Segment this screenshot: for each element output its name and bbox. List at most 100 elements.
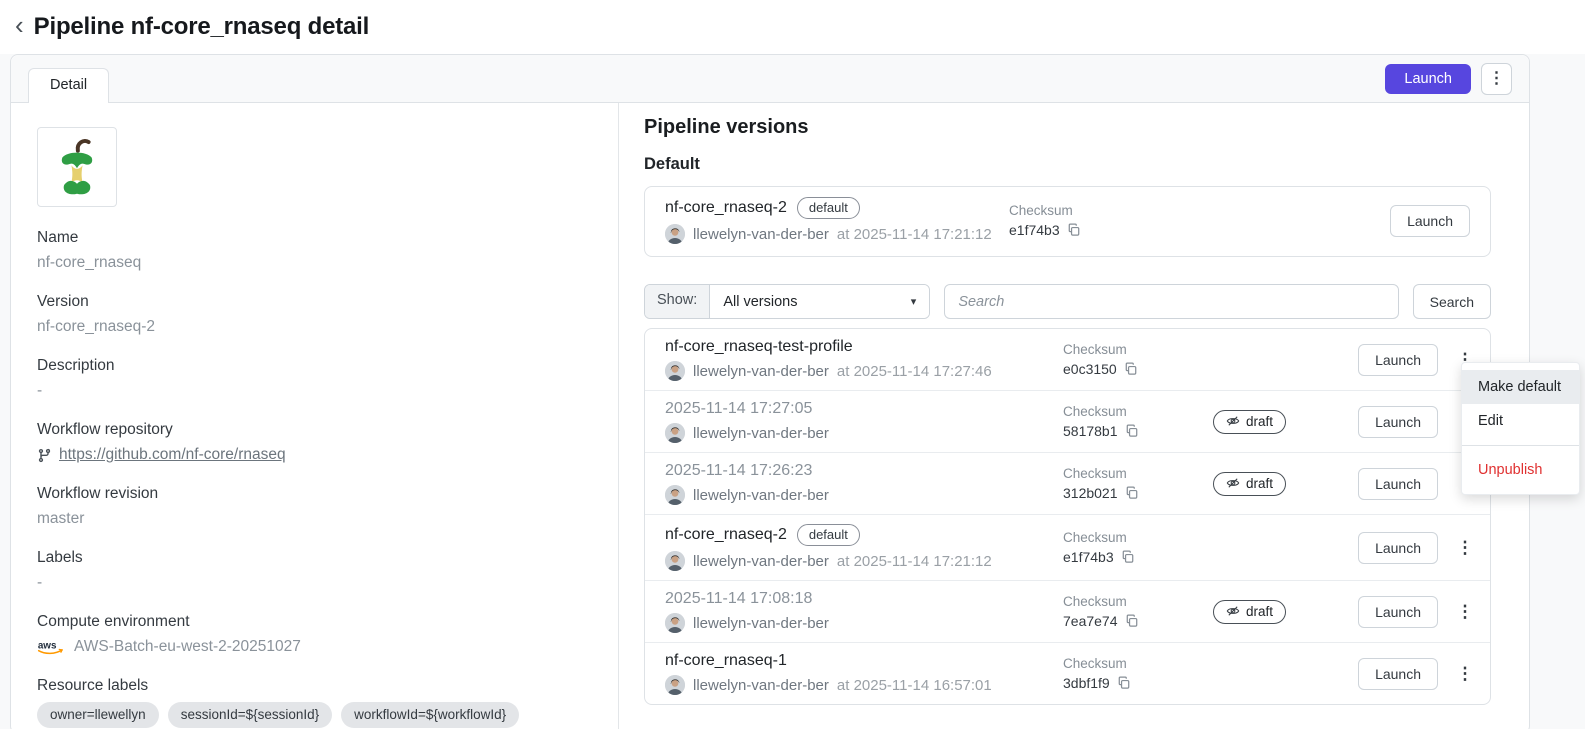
checksum-value: e1f74b3: [1009, 222, 1060, 238]
svg-text:aws: aws: [38, 641, 57, 652]
draft-badge: draft: [1213, 599, 1287, 624]
field-label: Workflow repository: [37, 421, 173, 438]
launch-version-button[interactable]: Launch: [1358, 595, 1438, 628]
aws-logo-icon: aws: [38, 641, 63, 655]
version-row: 2025-11-14 17:27:05 llewelyn-van-der-ber…: [645, 390, 1490, 452]
field-resource-labels: Resource labels owner=llewellyn sessionI…: [37, 677, 592, 728]
card-body: Name nf-core_rnaseq Version nf-core_rnas…: [11, 103, 1529, 729]
version-title: 2025-11-14 17:27:05: [665, 400, 813, 417]
eye-off-icon: [1226, 478, 1240, 488]
launch-version-button[interactable]: Launch: [1390, 204, 1470, 237]
avatar: [665, 675, 685, 695]
copy-checksum-icon[interactable]: [1124, 362, 1138, 376]
menu-item-edit[interactable]: Edit: [1478, 413, 1503, 429]
search-button[interactable]: Search: [1412, 284, 1491, 319]
search-input[interactable]: [944, 284, 1399, 319]
checksum-label: Checksum: [1063, 466, 1127, 481]
launch-button[interactable]: Launch: [1385, 64, 1471, 94]
menu-item-unpublish[interactable]: Unpublish: [1478, 462, 1543, 478]
copy-checksum-icon[interactable]: [1125, 614, 1139, 628]
default-section-heading: Default: [644, 155, 700, 173]
row-more-options-button[interactable]: ⋮: [1450, 603, 1480, 620]
tab-detail[interactable]: Detail: [28, 68, 110, 103]
checksum-value: 3dbf1f9: [1063, 675, 1110, 691]
copy-checksum-icon[interactable]: [1121, 550, 1135, 564]
field-label: Compute environment: [37, 613, 190, 630]
checksum-label: Checksum: [1063, 404, 1127, 419]
field-workflow-revision: Workflow revision master: [37, 485, 592, 528]
field-version: Version nf-core_rnaseq-2: [37, 293, 592, 336]
field-description: Description -: [37, 357, 592, 400]
selected-filter-value: All versions: [723, 293, 798, 310]
back-icon[interactable]: ‹: [15, 10, 24, 40]
field-workflow-repository: Workflow repository https://github.com/n…: [37, 421, 592, 464]
field-value: master: [37, 510, 85, 527]
version-timestamp: at 2025-11-14 16:57:01: [836, 676, 992, 694]
launch-version-button[interactable]: Launch: [1358, 343, 1438, 376]
default-badge: default: [796, 524, 860, 546]
field-value: -: [37, 574, 43, 591]
checksum-label: Checksum: [1063, 342, 1127, 357]
pipeline-versions-panel: Pipeline versions Default nf-core_rnaseq…: [619, 103, 1529, 729]
detail-card: Detail Launch ⋮ Name n: [10, 54, 1530, 729]
version-timestamp: at 2025-11-14 17:27:46: [836, 362, 992, 380]
field-label: Description: [37, 357, 115, 374]
author-name: llewelyn-van-der-ber: [693, 225, 829, 243]
version-row: nf-core_rnaseq-test-profile llewelyn-van…: [645, 329, 1490, 390]
nf-core-apple-logo-icon: [61, 139, 93, 195]
eye-off-icon: [1226, 606, 1240, 616]
field-label: Labels: [37, 549, 83, 566]
workflow-repository-link[interactable]: https://github.com/nf-core/rnaseq: [59, 446, 286, 463]
avatar: [665, 551, 685, 571]
version-context-menu: Make default Edit Unpublish: [1461, 362, 1580, 495]
version-title: 2025-11-14 17:26:23: [665, 462, 813, 479]
author-name: llewelyn-van-der-ber: [693, 552, 829, 570]
launch-version-button[interactable]: Launch: [1358, 467, 1438, 500]
avatar: [665, 224, 685, 244]
more-options-button[interactable]: ⋮: [1481, 63, 1512, 95]
author-name: llewelyn-van-der-ber: [693, 362, 829, 380]
version-row: 2025-11-14 17:08:18 llewelyn-van-der-ber…: [645, 580, 1490, 642]
versions-heading: Pipeline versions: [644, 116, 809, 138]
eye-off-icon: [1226, 416, 1240, 426]
checksum-value: 58178b1: [1063, 423, 1118, 439]
tab-bar: Detail Launch ⋮: [11, 55, 1529, 103]
chevron-down-icon: ▾: [910, 296, 917, 308]
version-title: nf-core_rnaseq-2: [665, 526, 787, 543]
field-label: Name: [37, 229, 79, 246]
checksum-label: Checksum: [1063, 594, 1127, 609]
checksum-value: 312b021: [1063, 485, 1118, 501]
field-value: nf-core_rnaseq: [37, 254, 142, 271]
copy-checksum-icon[interactable]: [1125, 486, 1139, 500]
checksum-label: Checksum: [1063, 656, 1127, 671]
version-row: nf-core_rnaseq-2 default llewelyn-van-de…: [645, 514, 1490, 580]
field-labels: Labels -: [37, 549, 592, 592]
version-title: nf-core_rnaseq-test-profile: [665, 338, 853, 355]
show-filter-group: Show: All versions ▾: [644, 284, 931, 319]
row-more-options-button[interactable]: ⋮: [1450, 539, 1480, 556]
page-header: ‹ Pipeline nf-core_rnaseq detail: [0, 0, 1585, 54]
versions-list: nf-core_rnaseq-test-profile llewelyn-van…: [644, 328, 1491, 705]
field-label: Version: [37, 293, 89, 310]
show-label: Show:: [645, 285, 711, 318]
compute-environment-name: AWS-Batch-eu-west-2-20251027: [74, 638, 301, 655]
field-value: nf-core_rnaseq-2: [37, 318, 156, 335]
copy-checksum-icon[interactable]: [1067, 223, 1081, 237]
avatar: [665, 485, 685, 505]
checksum-label: Checksum: [1063, 530, 1127, 545]
launch-version-button[interactable]: Launch: [1358, 405, 1438, 438]
row-more-options-button[interactable]: ⋮: [1450, 665, 1480, 682]
git-branch-icon: [38, 448, 51, 462]
versions-filter-select[interactable]: All versions ▾: [710, 285, 930, 318]
avatar: [665, 423, 685, 443]
copy-checksum-icon[interactable]: [1125, 424, 1139, 438]
menu-item-make-default[interactable]: Make default: [1462, 370, 1579, 404]
launch-version-button[interactable]: Launch: [1358, 657, 1438, 690]
launch-version-button[interactable]: Launch: [1358, 531, 1438, 564]
default-version-card: nf-core_rnaseq-2 default llewelyn-van-de…: [644, 186, 1491, 257]
copy-checksum-icon[interactable]: [1117, 676, 1131, 690]
field-compute-environment: Compute environment aws AWS-Batch-eu-wes…: [37, 613, 592, 656]
versions-toolbar: Show: All versions ▾ Search: [644, 284, 1491, 319]
author-name: llewelyn-van-der-ber: [693, 486, 829, 504]
